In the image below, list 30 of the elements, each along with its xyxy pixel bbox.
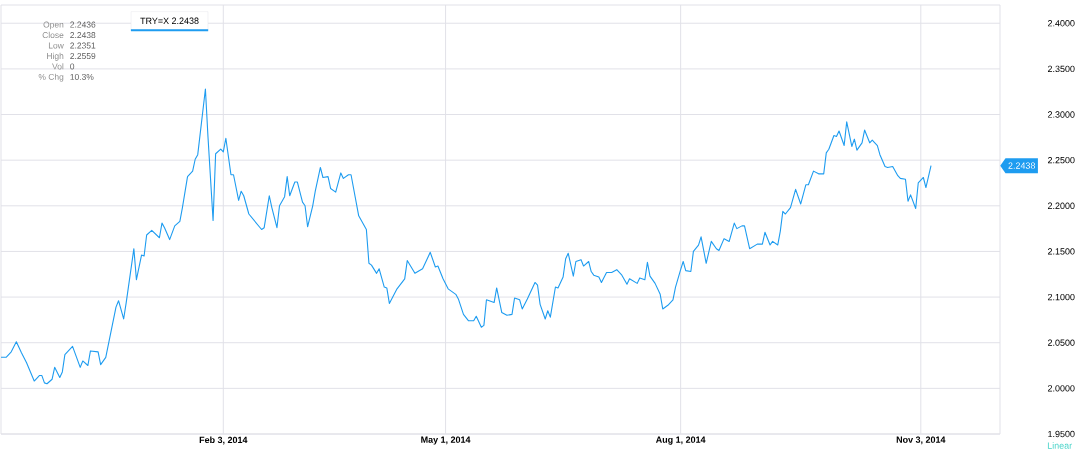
annotation: Close [42,31,64,39]
annotation: 2.2438 [70,32,96,39]
annotation: Vol [52,63,64,70]
line-series [0,88,932,385]
annotation: High [47,52,64,61]
y-tick-label: 2.2000 [1047,202,1075,209]
text: TRY=X 2.2438 [140,17,199,24]
annotation: 10.3% [70,73,94,80]
annotation: % Chg [38,73,64,82]
y-tick-label: 2.0000 [1047,385,1075,392]
y-tick-label: 2.2500 [1047,156,1075,164]
annotation: 2.2559 [70,53,96,59]
y-tick-label: 2.1000 [1047,293,1075,301]
y-tick-label: 2.3000 [1047,111,1075,118]
y-tick-label: 1.9500 [1048,430,1075,438]
x-tick-label: Feb 3, 2014 [199,436,248,445]
x-tick-label: Nov 3, 2014 [896,436,946,445]
y-tick-label: 2.3500 [1047,65,1075,73]
annotation: Low [48,42,64,49]
y-tick-label: 2.4000 [1047,20,1075,27]
annotation: Open [43,21,64,30]
annotation: 2.2436 [70,21,96,28]
x-tick-label: Aug 1, 2014 [655,436,706,445]
text: Linear [1047,442,1072,449]
text: 2.2438 [1008,162,1036,169]
annotation: 2.2351 [70,42,96,49]
y-tick-label: 2.1500 [1047,248,1075,255]
annotation: 0 [70,63,75,70]
x-tick-label: May 1, 2014 [421,436,471,445]
y-tick-label: 2.0500 [1047,339,1075,346]
